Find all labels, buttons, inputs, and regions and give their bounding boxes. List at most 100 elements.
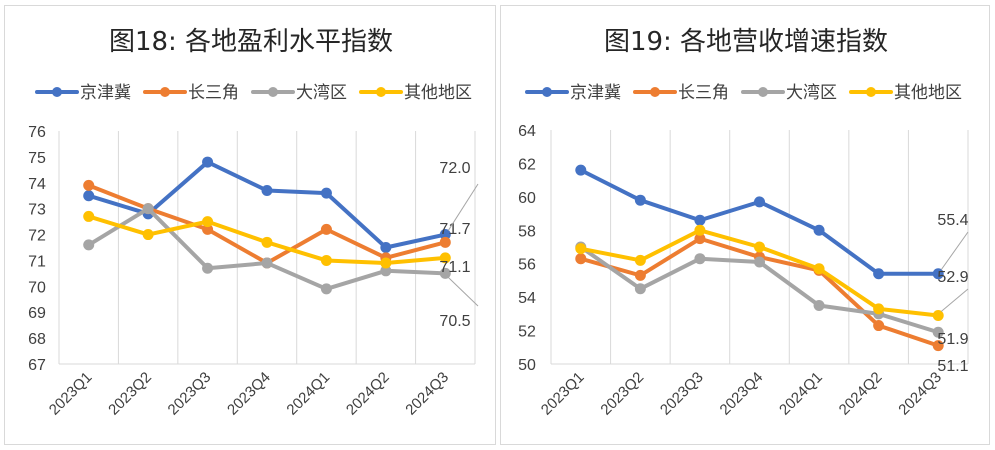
- data-point: [813, 263, 825, 275]
- legend-label: 大湾区: [296, 83, 347, 103]
- data-point: [634, 283, 646, 295]
- legend-label: 京津冀: [570, 83, 621, 103]
- y-tick-label: 73: [28, 202, 46, 219]
- data-point: [439, 252, 451, 264]
- leader-line: [447, 183, 479, 231]
- data-label: 70.5: [439, 313, 470, 330]
- legend-item: 长三角: [143, 83, 239, 103]
- data-point: [320, 254, 332, 266]
- x-tick-label: 2024Q1: [283, 369, 333, 419]
- data-point: [380, 257, 392, 269]
- data-label: 51.1: [937, 358, 968, 375]
- legend-swatch-marker: [52, 87, 62, 97]
- x-tick-label: 2024Q2: [836, 369, 886, 419]
- data-point: [694, 253, 706, 265]
- data-point: [575, 164, 587, 176]
- y-tick-label: 67: [28, 357, 46, 374]
- x-tick-label: 2023Q1: [538, 369, 588, 419]
- data-point: [813, 300, 825, 311]
- x-tick-label: 2023Q4: [717, 369, 767, 419]
- y-tick-label: 70: [28, 279, 46, 296]
- data-point: [575, 243, 587, 255]
- y-tick-label: 54: [518, 290, 536, 307]
- y-tick-label: 72: [28, 228, 46, 245]
- data-point: [142, 229, 154, 241]
- legend-item: 其他地区: [849, 83, 962, 103]
- data-point: [439, 236, 451, 248]
- data-point: [932, 268, 944, 280]
- series-4: [575, 224, 944, 322]
- legend-label: 京津冀: [80, 83, 131, 103]
- data-point: [932, 340, 944, 352]
- y-tick-label: 68: [28, 331, 46, 348]
- data-point: [142, 203, 154, 215]
- data-point: [932, 310, 944, 322]
- legend-item: 大湾区: [741, 83, 837, 103]
- x-tick-label: 2024Q2: [343, 369, 393, 419]
- series-line: [87, 183, 446, 266]
- data-point: [83, 190, 95, 202]
- data-point: [754, 196, 765, 208]
- data-label: 72.0: [439, 160, 470, 177]
- data-point: [873, 320, 885, 332]
- data-point: [320, 223, 332, 235]
- legend-swatch-marker: [160, 87, 170, 97]
- data-label: 71.1: [439, 259, 470, 276]
- data-point: [694, 233, 706, 245]
- data-label: 55.4: [937, 212, 968, 229]
- data-point: [320, 187, 332, 199]
- x-tick-label: 2023Q4: [224, 369, 274, 419]
- data-point: [754, 241, 765, 253]
- data-point: [261, 236, 273, 248]
- data-point: [873, 268, 885, 280]
- data-point: [380, 265, 392, 277]
- y-tick-label: 50: [518, 357, 536, 374]
- legend-swatch-marker: [758, 87, 768, 97]
- legend-label: 长三角: [678, 83, 729, 103]
- legend-label: 其他地区: [894, 83, 962, 103]
- legend-label: 大湾区: [786, 83, 837, 103]
- x-tick-label: 2023Q3: [165, 369, 215, 419]
- legend-swatch-marker: [376, 87, 386, 97]
- legend-label: 长三角: [188, 83, 239, 103]
- data-point: [320, 283, 332, 295]
- chart-title: 图19: 各地营收增速指数: [604, 27, 888, 57]
- data-point: [202, 216, 214, 228]
- data-point: [439, 267, 451, 279]
- data-point: [694, 214, 706, 226]
- legend-item: 其他地区: [359, 83, 472, 103]
- x-tick-label: 2024Q1: [776, 369, 826, 419]
- data-label: 71.7: [439, 221, 470, 238]
- data-point: [380, 242, 392, 253]
- data-point: [261, 257, 273, 269]
- chart-title: 图18: 各地盈利水平指数: [109, 27, 393, 57]
- series-4: [83, 210, 451, 269]
- data-point: [202, 156, 214, 168]
- y-tick-label: 74: [28, 176, 46, 193]
- leader-line: [447, 277, 479, 307]
- y-tick-label: 75: [28, 150, 46, 167]
- legend-swatch-marker: [650, 87, 660, 97]
- data-point: [813, 224, 825, 236]
- data-point: [261, 185, 273, 197]
- data-point: [634, 254, 646, 266]
- x-tick-label: 2023Q1: [46, 369, 96, 419]
- y-tick-label: 58: [518, 223, 536, 240]
- y-tick-label: 69: [28, 305, 46, 322]
- data-point: [694, 224, 706, 236]
- legend-item: 长三角: [633, 83, 729, 103]
- data-point: [202, 223, 214, 235]
- x-tick-label: 2024Q3: [402, 369, 452, 419]
- data-label: 51.9: [937, 331, 968, 348]
- y-tick-label: 52: [518, 324, 536, 341]
- legend-swatch-marker: [866, 87, 876, 97]
- legend-label: 其他地区: [404, 83, 472, 103]
- data-point: [202, 262, 214, 274]
- legend-item: 大湾区: [251, 83, 347, 103]
- data-label: 52.9: [937, 269, 968, 286]
- x-tick-label: 2023Q2: [105, 369, 155, 419]
- y-tick-label: 60: [518, 190, 536, 207]
- data-point: [634, 194, 646, 206]
